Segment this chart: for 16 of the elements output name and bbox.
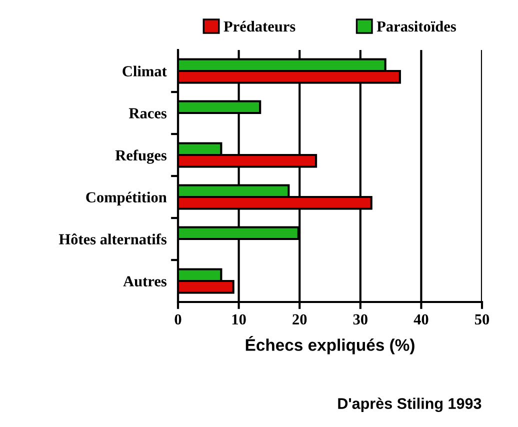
x-tick-label: 40	[414, 314, 428, 325]
y-tick-label: Races	[128, 108, 167, 118]
y-tick-label: Compétition	[86, 192, 167, 206]
x-tick-label: 20	[292, 314, 307, 325]
text: D'après Stiling 1993	[338, 398, 482, 412]
y-tick-label: Climat	[122, 66, 167, 76]
x-tick-label: 10	[232, 314, 246, 325]
x-axis-title: Échecs expliqués (%)	[246, 336, 414, 354]
x-tick-label: 0	[174, 314, 182, 325]
y-tick-label: Refuges	[115, 150, 167, 164]
legend-label: Prédateurs	[224, 20, 296, 32]
legend-label: Parasitoïdes	[376, 20, 456, 32]
y-tick-label: Hôtes alternatifs	[58, 234, 167, 244]
y-tick-label: Autres	[123, 276, 167, 286]
x-tick-label: 50	[474, 314, 490, 325]
x-tick-label: 30	[353, 314, 368, 325]
